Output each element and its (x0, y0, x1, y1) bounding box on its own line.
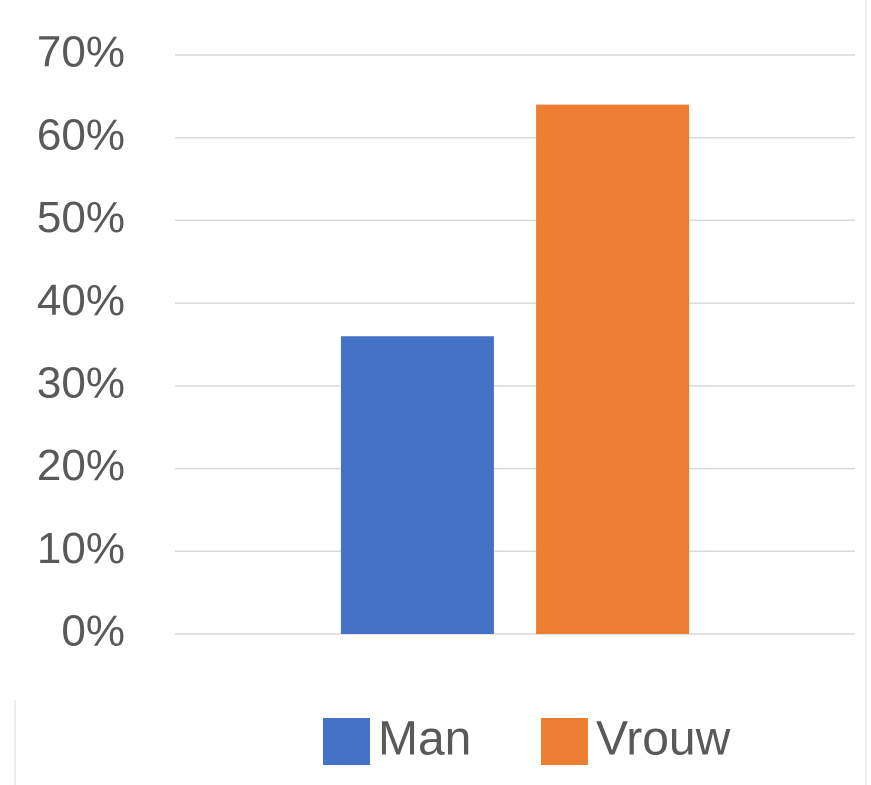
y-tick-label: 60% (37, 110, 125, 159)
legend-swatch (541, 718, 588, 765)
legend-label: Vrouw (596, 713, 731, 766)
bar (340, 336, 494, 634)
y-tick-label: 20% (37, 441, 125, 490)
legend-swatch (323, 718, 370, 765)
y-tick-label: 40% (37, 276, 125, 325)
y-tick-label: 50% (37, 193, 125, 242)
y-tick-label: 70% (37, 28, 125, 77)
legend-label: Man (378, 713, 471, 766)
y-tick-label: 30% (37, 358, 125, 407)
y-tick-label: 10% (37, 524, 125, 573)
y-tick-label: 0% (61, 607, 125, 656)
bar (536, 104, 690, 635)
